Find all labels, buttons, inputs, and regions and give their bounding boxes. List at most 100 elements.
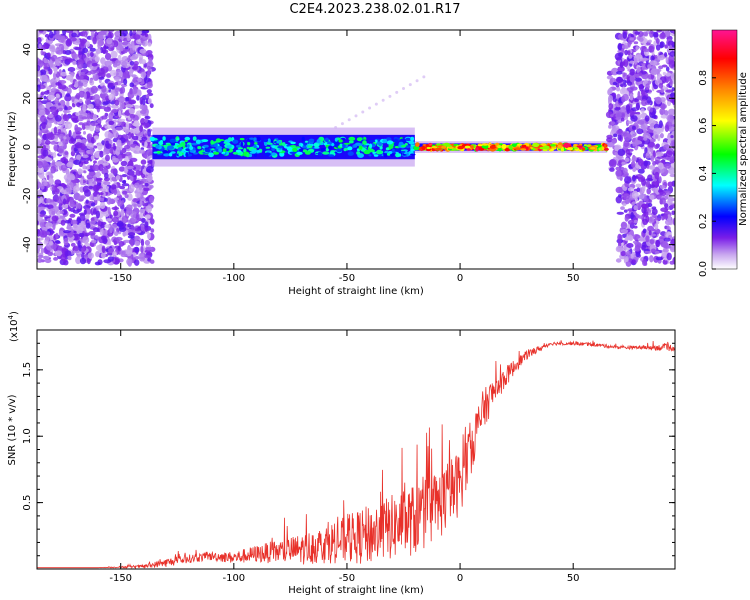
heatmap-cell <box>43 95 47 100</box>
heatmap-cell <box>608 95 613 102</box>
heatmap-cell <box>139 125 144 132</box>
heatmap-cell <box>135 192 141 198</box>
snr-series-line <box>37 340 675 569</box>
heatmap-cell <box>650 68 658 76</box>
heatmap-cell <box>86 133 93 140</box>
heatmap-cell <box>665 89 673 93</box>
heatmap-cell <box>69 37 77 42</box>
heatmap-cell <box>114 30 122 38</box>
heatmap-cell <box>672 30 675 35</box>
heatmap-cell <box>133 63 139 71</box>
heatmap-cell <box>457 145 465 150</box>
heatmap-cell <box>116 145 123 150</box>
heatmap-cell <box>40 44 47 50</box>
heatmap-cell <box>254 142 258 145</box>
heatmap-cell <box>622 31 627 39</box>
y-tick-label: 20 <box>22 92 33 105</box>
heatmap-cell <box>127 232 136 237</box>
heatmap-cell <box>45 157 53 162</box>
heatmap-cell <box>135 170 143 176</box>
heatmap-cell <box>93 196 98 201</box>
heatmap-cell <box>176 144 183 148</box>
heatmap-cell <box>348 140 354 144</box>
heatmap-cell <box>86 174 94 180</box>
heatmap-cell <box>87 112 91 120</box>
heatmap-cell <box>118 109 122 118</box>
heatmap-cell <box>128 238 134 245</box>
heatmap-cell <box>388 145 394 149</box>
heatmap-cell <box>247 141 251 146</box>
heatmap-cell <box>129 217 136 225</box>
x-tick-label: 50 <box>567 573 580 584</box>
heatmap-cell <box>606 137 613 143</box>
heatmap-cell <box>624 215 629 222</box>
heatmap-cell <box>56 30 60 35</box>
heatmap-cell <box>123 78 128 85</box>
heatmap-cell <box>146 165 154 174</box>
heatmap-cell <box>92 113 98 122</box>
heatmap-cell <box>603 147 609 151</box>
heatmap-cell <box>77 240 81 248</box>
heatmap-cell <box>143 255 151 259</box>
heatmap-cell <box>642 31 648 37</box>
heatmap-cell <box>94 151 101 159</box>
heatmap-cell <box>263 138 269 143</box>
heatmap-cell <box>628 54 633 59</box>
heatmap-cell <box>150 228 155 233</box>
heatmap-cell <box>656 194 663 200</box>
heatmap-cell <box>121 180 127 184</box>
heatmap-cell <box>421 145 426 151</box>
heatmap-cell <box>649 239 655 245</box>
heatmap-cell <box>110 69 117 77</box>
heatmap-cell <box>184 139 188 143</box>
heatmap-cell <box>138 253 145 258</box>
heatmap-cell <box>135 212 140 221</box>
heatmap-cell <box>655 96 662 105</box>
heatmap-cell <box>647 39 652 43</box>
heatmap-cell <box>113 231 119 237</box>
heatmap-cell <box>82 236 90 244</box>
heatmap-cell <box>298 148 304 152</box>
heatmap-cell <box>666 252 672 261</box>
heatmap-cell <box>37 181 42 189</box>
heatmap-cell <box>47 204 54 210</box>
heatmap-cell <box>663 163 672 169</box>
heatmap-cell <box>118 226 127 232</box>
heatmap-cell <box>91 62 98 67</box>
heatmap-cell <box>101 235 107 241</box>
heatmap-cell <box>128 108 135 115</box>
heatmap-cell <box>104 60 112 67</box>
heatmap-cell <box>324 137 329 143</box>
heatmap-cell <box>92 164 100 172</box>
heatmap-cell <box>654 171 660 180</box>
heatmap-cell <box>99 150 104 158</box>
heatmap-cell <box>162 136 166 141</box>
heatmap-cell <box>670 72 675 80</box>
heatmap-cell <box>671 87 675 92</box>
heatmap-cell <box>289 151 297 154</box>
heatmap-cell <box>647 202 653 208</box>
heatmap-cell <box>38 43 42 49</box>
colorbar-tick-label: 0.0 <box>698 261 709 277</box>
heatmap-cell <box>621 61 626 66</box>
heatmap-cell <box>667 139 671 144</box>
heatmap-cell <box>45 236 50 242</box>
heatmap-cell <box>78 232 85 238</box>
heatmap-cell <box>171 142 175 146</box>
heatmap-cell <box>327 141 332 146</box>
heatmap-cell <box>650 147 654 154</box>
heatmap-cell <box>120 209 125 217</box>
heatmap-cell <box>563 142 570 148</box>
heatmap-cell <box>663 110 669 116</box>
heatmap-cell <box>130 211 138 219</box>
heatmap-cell <box>631 125 636 130</box>
heatmap-cell <box>477 144 483 147</box>
heatmap-cell <box>136 30 143 35</box>
heatmap-cell <box>624 236 629 242</box>
heatmap-cell <box>98 188 107 192</box>
heatmap-cell <box>664 190 671 196</box>
heatmap-cell <box>655 256 663 261</box>
heatmap-cell <box>668 60 675 68</box>
heatmap-cell <box>148 58 153 65</box>
heatmap-cell <box>647 225 654 232</box>
